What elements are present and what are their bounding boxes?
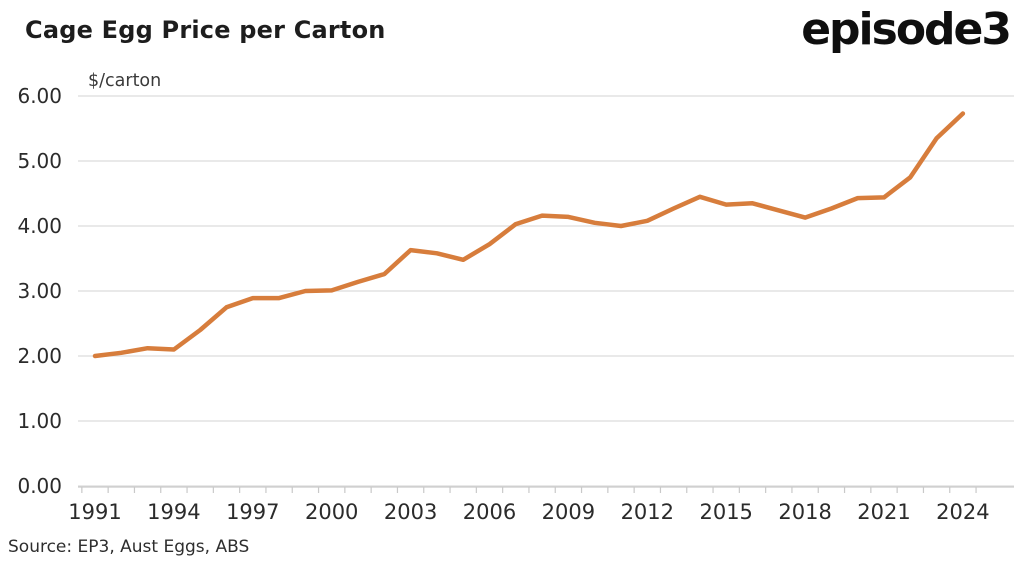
y-axis-tick-label: 6.00	[17, 84, 62, 108]
x-axis-tick-label: 1994	[147, 500, 200, 524]
x-axis-tick-label: 1997	[226, 500, 279, 524]
x-axis-tick-label: 2006	[463, 500, 516, 524]
y-axis-unit-label: $/carton	[88, 71, 161, 91]
y-axis-tick-label: 1.00	[17, 409, 62, 433]
x-axis-tick-label: 2009	[542, 500, 595, 524]
y-axis-tick-label: 2.00	[17, 344, 62, 368]
y-axis-tick-label: 3.00	[17, 279, 62, 303]
price-series-line	[92, 111, 966, 359]
x-axis-tick-label: 2003	[384, 500, 437, 524]
x-axis-tick-label: 2021	[857, 500, 910, 524]
x-axis-tick-label: 1991	[68, 500, 121, 524]
y-axis-tick-label: 0.00	[17, 474, 62, 498]
chart-title: Cage Egg Price per Carton	[25, 16, 386, 44]
y-axis-tick-label: 4.00	[17, 214, 62, 238]
x-axis-tick-label: 2012	[621, 500, 674, 524]
x-axis-tick-label: 2015	[699, 500, 752, 524]
y-axis-tick-label: 5.00	[17, 149, 62, 173]
episode3-logo: episode3	[801, 4, 1012, 55]
source-note: Source: EP3, Aust Eggs, ABS	[8, 537, 250, 557]
x-axis-tick-label: 2000	[305, 500, 358, 524]
x-axis-tick-label: 2024	[936, 500, 989, 524]
x-axis-tick-label: 2018	[778, 500, 831, 524]
